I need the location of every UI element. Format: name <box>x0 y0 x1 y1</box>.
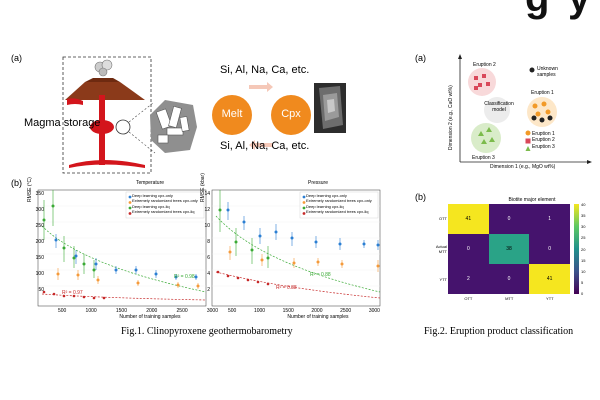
eruption3-cluster <box>471 123 501 153</box>
fig1-caption: Fig.1. Clinopyroxene geothermobarometry <box>121 326 293 337</box>
magma-storage-blob <box>90 120 114 134</box>
matrix-cell: 41 <box>529 264 570 294</box>
heatmap-title: Biotite major element <box>508 197 556 203</box>
legend-eruption2: Eruption 2 <box>532 137 555 143</box>
heatmap-colorbar <box>574 204 579 294</box>
pressure-xticks: 500 1000 1500 2000 2500 3000 <box>228 308 380 314</box>
header-fragment-g: g <box>525 0 549 18</box>
classification-model-node <box>484 97 510 123</box>
legend-eruption1: Eruption 1 <box>532 131 555 137</box>
magma-chamber-box <box>62 56 152 174</box>
pressure-series-orange <box>228 246 380 272</box>
unknown-samples-label: Unknown samples <box>537 66 558 78</box>
zoom-circle <box>115 119 131 135</box>
fig2-panel-a-label: (a) <box>415 53 426 63</box>
matrix-cell: 0 <box>488 204 530 234</box>
confusion-matrix: 41 0 1 0 38 0 2 0 41 <box>448 204 570 294</box>
pressure-series-green <box>218 190 270 268</box>
matrix-cell: 1 <box>529 204 570 234</box>
colorbar-ticks: 40 35 30 25 20 15 10 5 0 <box>581 202 586 296</box>
heatmap-row-labels: OTT Actual MTT YTT <box>435 215 447 283</box>
pressure-legend-3: Deep learning cpx-liq <box>306 204 344 209</box>
eruption2-label: Eruption 2 <box>473 62 496 68</box>
arrow-left-icon <box>249 140 273 150</box>
pressure-plot <box>211 189 381 307</box>
elements-bottom-label: Si, Al, Na, Ca, etc. <box>220 140 310 152</box>
melt-node <box>212 95 252 135</box>
temperature-legend-3: Deep learning cpx-liq <box>132 204 170 209</box>
elements-top-label: Si, Al, Na, Ca, etc. <box>220 64 310 76</box>
pressure-legend-4: Extremely randomized trees cpx-liq <box>306 209 369 214</box>
temperature-fit-red <box>41 293 207 301</box>
pressure-fit-green <box>215 215 381 293</box>
temperature-legend-4: Extremely randomized trees cpx-liq <box>132 209 195 214</box>
dimension1-label: Dimension 1 (e.g., MgO wt%) <box>490 164 556 170</box>
temperature-series-green <box>42 190 96 278</box>
melt-label: Melt <box>221 108 243 120</box>
matrix-cell: 41 <box>448 204 489 234</box>
pressure-xlabel: Number of training samples <box>287 314 349 320</box>
matrix-cell: 0 <box>529 234 570 264</box>
fig1-panel-a-label: (a) <box>11 53 22 63</box>
temperature-plot <box>37 189 207 307</box>
cpx-label: Cpx <box>281 108 301 120</box>
fig1-panel-b-label: (b) <box>11 178 22 188</box>
temperature-xlabel: Number of training samples <box>119 314 181 320</box>
unknown-samples-marker <box>529 67 535 73</box>
cpx-node <box>271 95 311 135</box>
temperature-legend-1: Deep learning cpx-only <box>132 193 173 198</box>
temperature-r2-red: R² = 0.97 <box>62 290 83 296</box>
eruption2-cluster <box>468 68 496 96</box>
pressure-fit-red <box>215 271 381 299</box>
temperature-xticks: 500 1000 1500 2000 2500 3000 <box>58 308 218 314</box>
dimension2-label: Dimension 2 (e.g., CaO wt%) <box>448 85 454 150</box>
header-fragment-y: y <box>568 0 590 18</box>
fig2-panel-b-label: (b) <box>415 192 426 202</box>
temperature-legend <box>125 191 205 219</box>
fig1-schematic <box>62 56 346 174</box>
temperature-fit-green <box>41 225 207 293</box>
pressure-r2-red: R² = 0.88 <box>276 285 297 291</box>
pressure-plot-title: Pressure <box>307 180 328 186</box>
magma-storage-label: Magma storage <box>24 117 101 129</box>
temperature-series-blue <box>54 234 198 280</box>
pressure-series-blue <box>226 202 380 250</box>
temperature-series-red <box>42 290 106 300</box>
pressure-r2-green: R² = 0.88 <box>310 272 331 278</box>
temperature-yticks: 350 300 250 200 150 100 50 <box>35 191 44 293</box>
arrow-right-icon <box>249 82 273 92</box>
pressure-yticks: 14 12 10 8 6 4 2 <box>204 191 210 293</box>
eruption3-label: Eruption 3 <box>472 155 495 161</box>
eruption-smoke-icon <box>94 59 113 77</box>
matrix-cell: 0 <box>488 264 530 294</box>
pressure-legend-1: Deep learning cpx-only <box>306 193 347 198</box>
pressure-legend <box>299 191 379 219</box>
temperature-plot-title: Temperature <box>135 180 165 186</box>
fig2-caption: Fig.2. Eruption product classification <box>424 326 574 337</box>
volcano-cone <box>65 82 145 100</box>
eruption1-label: Eruption 1 <box>531 90 554 96</box>
heatmap-col-labels: OTT MTT YTT <box>464 296 554 301</box>
temperature-series-orange <box>56 268 200 289</box>
legend-eruption3: Eruption 3 <box>532 144 555 150</box>
matrix-cell: 0 <box>448 234 489 264</box>
matrix-cell: 38 <box>488 234 530 264</box>
temperature-legend-2: Extremely randomized trees cpx-only <box>132 198 198 203</box>
classification-model-label: Classification model <box>484 101 514 113</box>
matrix-cell: 2 <box>448 264 489 294</box>
fig2-classification-diagram <box>458 54 592 164</box>
pressure-legend-2: Extremely randomized trees cpx-only <box>306 198 372 203</box>
temperature-r2-green: R² = 0.98 <box>174 274 195 280</box>
pressure-series-red <box>216 270 270 286</box>
